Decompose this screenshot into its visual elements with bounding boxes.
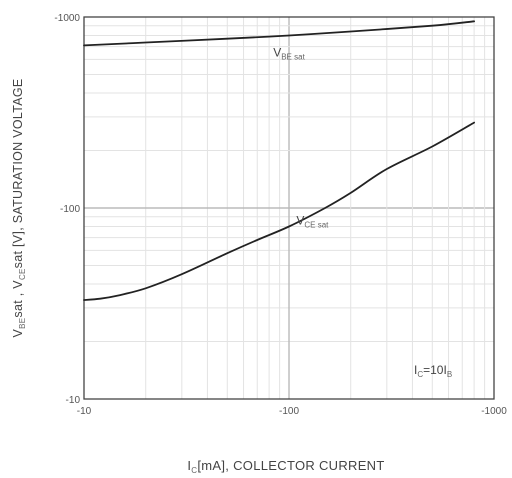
x-tick-label: -100 <box>279 406 299 417</box>
x-tick-labels: -10 -100 -1000 <box>77 406 507 417</box>
y-tick-label: -1000 <box>54 13 80 24</box>
y-tick-labels: -10 -100 -1000 <box>54 13 80 406</box>
x-tick-label: -10 <box>77 406 92 417</box>
y-tick-label: -10 <box>66 395 81 406</box>
condition-label: IC=10IB <box>414 363 452 379</box>
series-label-vbe-sat: VBE sat <box>273 46 305 62</box>
series-line-vce-sat <box>83 121 475 301</box>
series-group <box>83 20 475 301</box>
y-axis-label: VBEsat , VCEsat [V], SATURATION VOLTAGE <box>11 78 27 337</box>
series-line-vbe-sat <box>83 20 475 47</box>
y-tick-label: -100 <box>60 204 80 215</box>
series-label-vce-sat: VCE sat <box>296 213 329 229</box>
plot-frame <box>83 16 495 400</box>
x-tick-label: -1000 <box>481 406 507 417</box>
grid <box>84 17 494 399</box>
x-axis-label: IC[mA], COLLECTOR CURRENT <box>187 458 384 475</box>
series-labels: VBE sat VCE sat <box>273 46 329 230</box>
